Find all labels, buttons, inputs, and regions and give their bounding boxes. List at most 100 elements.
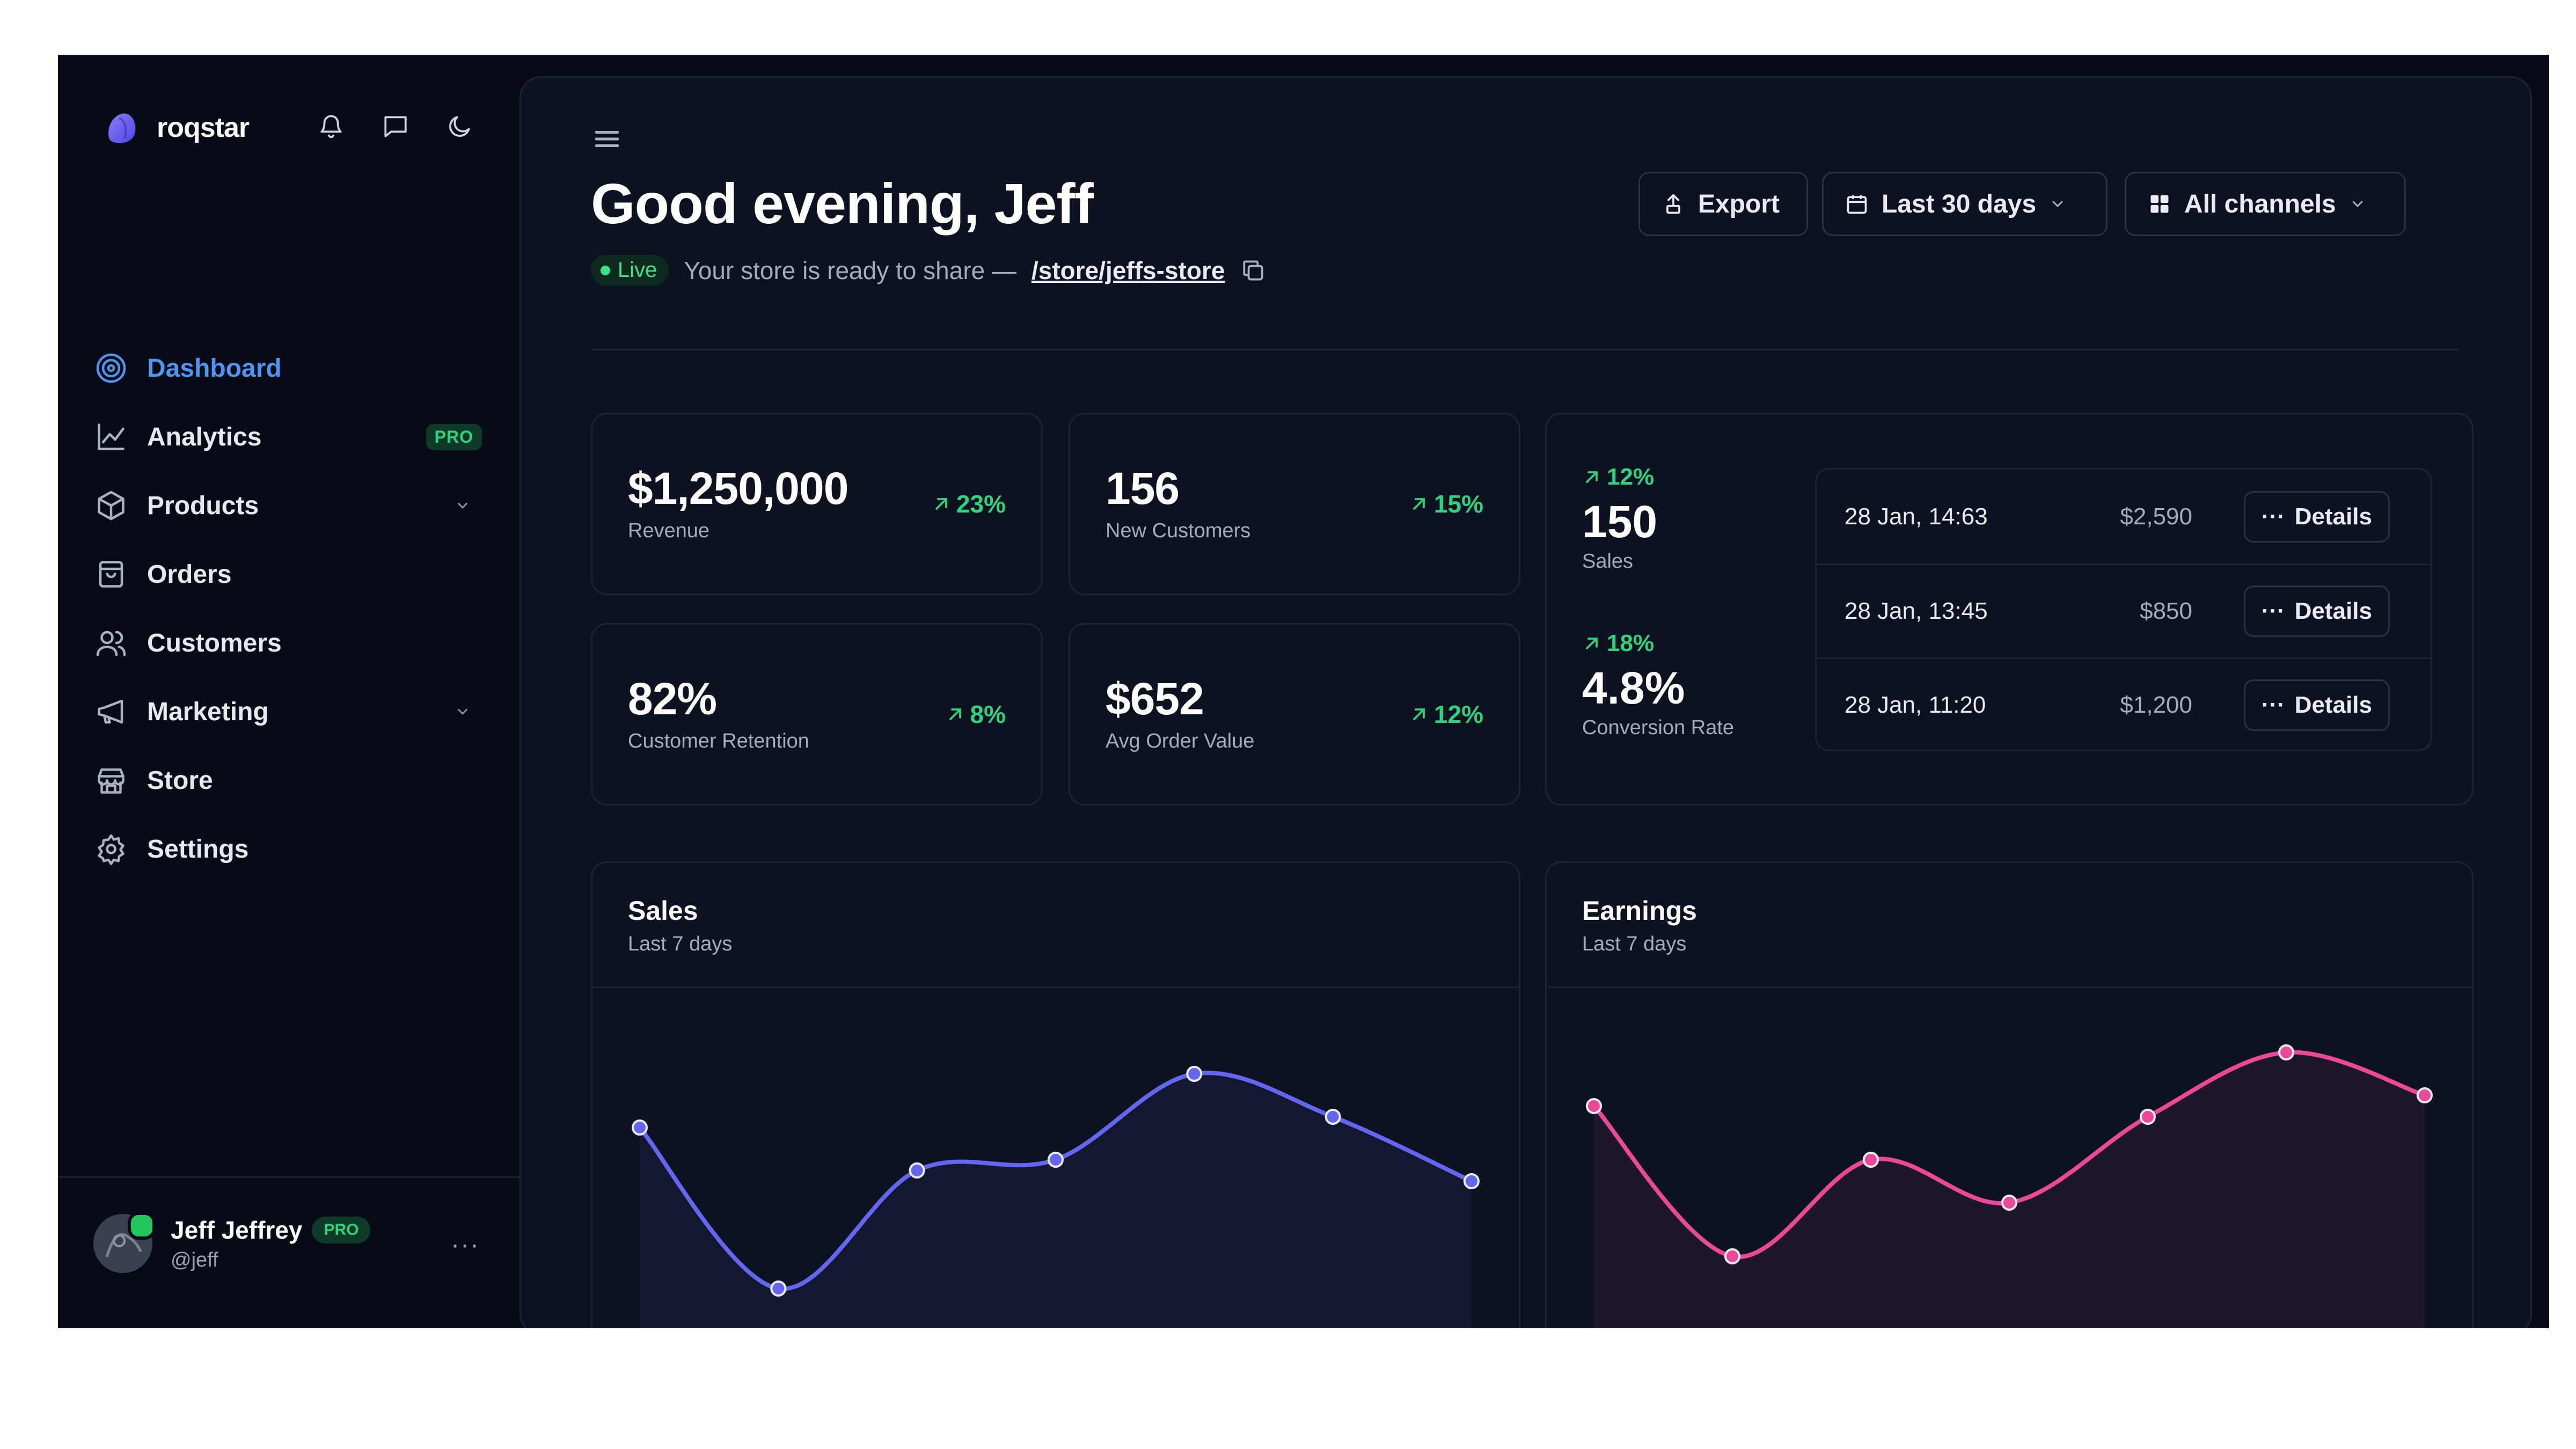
calendar-icon bbox=[1847, 195, 1867, 214]
sidebar-item-label: Dashboard bbox=[147, 354, 282, 383]
live-dot-icon bbox=[601, 265, 610, 275]
live-badge: Live bbox=[591, 255, 669, 286]
kpi-delta: 15% bbox=[1409, 489, 1483, 518]
transaction-date: 28 Jan, 13:45 bbox=[1845, 597, 1988, 624]
channel-label: All channels bbox=[2184, 189, 2336, 218]
kpi-value: 82% bbox=[628, 674, 717, 724]
chart-point[interactable] bbox=[909, 1162, 925, 1179]
chevron-down-icon[interactable] bbox=[452, 495, 473, 516]
chart-area-fill bbox=[1594, 1052, 2425, 1328]
grid-icon bbox=[2150, 195, 2169, 213]
sidebar-nav: Dashboard Analytics PRO Products bbox=[93, 334, 496, 883]
users-icon bbox=[93, 625, 129, 661]
sidebar-item-analytics[interactable]: Analytics PRO bbox=[93, 402, 496, 471]
kpi-delta: 8% bbox=[946, 700, 1006, 729]
sidebar-item-label: Marketing bbox=[147, 697, 269, 726]
logo-icon bbox=[103, 108, 142, 147]
chart-title: Sales bbox=[628, 896, 698, 926]
kpi-card-retention: 82% Customer Retention 8% bbox=[591, 623, 1043, 806]
chart-point[interactable] bbox=[1586, 1098, 1602, 1114]
kpi-value: 156 bbox=[1106, 463, 1180, 514]
more-icon[interactable]: ··· bbox=[451, 1231, 480, 1259]
ellipsis-icon: ··· bbox=[2261, 597, 2285, 624]
chart-title: Earnings bbox=[1582, 896, 1697, 926]
chart-subtitle: Last 7 days bbox=[628, 933, 733, 955]
chart-point[interactable] bbox=[1048, 1152, 1064, 1168]
menu-icon[interactable] bbox=[591, 123, 623, 155]
chart-point[interactable] bbox=[2140, 1109, 2156, 1125]
chart-point[interactable] bbox=[1324, 1109, 1341, 1125]
box-icon bbox=[93, 488, 129, 523]
trend-up-icon bbox=[1413, 708, 1425, 720]
bell-icon[interactable] bbox=[313, 108, 349, 144]
chart-point[interactable] bbox=[2001, 1195, 2017, 1211]
chart-point[interactable] bbox=[2417, 1087, 2433, 1103]
transactions-list: 28 Jan, 14:63 $2,590 ··· Details 28 Jan, … bbox=[1815, 468, 2432, 751]
sales-metric: 12% 150 Sales bbox=[1582, 464, 1657, 573]
sidebar-item-dashboard[interactable]: Dashboard bbox=[93, 334, 496, 402]
metric-value: 4.8% bbox=[1582, 663, 1685, 713]
user-profile[interactable]: Jeff Jeffrey PRO @jeff ··· bbox=[93, 1203, 507, 1284]
sidebar-item-products[interactable]: Products bbox=[93, 471, 496, 540]
transaction-amount: $1,200 bbox=[2120, 691, 2192, 718]
sales-line-chart bbox=[632, 1066, 1480, 1328]
sidebar-item-orders[interactable]: Orders bbox=[93, 540, 496, 609]
moon-icon[interactable] bbox=[442, 108, 478, 144]
kpi-delta: 23% bbox=[932, 489, 1006, 518]
sidebar-item-label: Settings bbox=[147, 835, 249, 863]
sidebar-item-settings[interactable]: Settings bbox=[93, 815, 496, 883]
header-divider bbox=[591, 349, 2458, 350]
sidebar-divider bbox=[58, 1176, 519, 1178]
chart-point[interactable] bbox=[1863, 1152, 1879, 1168]
sidebar-item-label: Customers bbox=[147, 628, 282, 657]
sidebar-item-store[interactable]: Store bbox=[93, 746, 496, 815]
chart-point[interactable] bbox=[1186, 1066, 1203, 1082]
megaphone-icon bbox=[93, 694, 129, 729]
details-button[interactable]: ··· Details bbox=[2243, 491, 2390, 543]
delta-value: 8% bbox=[970, 700, 1006, 728]
kpi-label: Customer Retention bbox=[628, 730, 809, 752]
chart-subtitle: Last 7 days bbox=[1582, 933, 1687, 955]
store-link[interactable]: /store/jeffs-store bbox=[1031, 256, 1225, 284]
chat-icon[interactable] bbox=[378, 108, 413, 144]
chart-line-icon bbox=[93, 419, 129, 455]
row-divider bbox=[1817, 657, 2431, 659]
transaction-amount: $2,590 bbox=[2120, 503, 2192, 530]
target-icon bbox=[93, 350, 129, 386]
sidebar-item-label: Analytics bbox=[147, 422, 262, 451]
delta-value: 15% bbox=[1433, 490, 1483, 518]
date-range-select[interactable]: Last 30 days bbox=[1822, 172, 2107, 236]
sidebar-item-label: Orders bbox=[147, 560, 232, 589]
list-item: 28 Jan, 14:63 $2,590 ··· Details bbox=[1817, 470, 2431, 564]
chevron-down-icon[interactable] bbox=[452, 701, 473, 722]
pro-badge: PRO bbox=[312, 1216, 371, 1243]
list-item: 28 Jan, 13:45 $850 ··· Details bbox=[1817, 564, 2431, 658]
chart-point[interactable] bbox=[770, 1280, 787, 1297]
sidebar-item-label: Store bbox=[147, 766, 213, 795]
brand[interactable]: roqstar bbox=[103, 108, 250, 147]
delta-value: 12% bbox=[1607, 464, 1655, 490]
sidebar-item-customers[interactable]: Customers bbox=[93, 609, 496, 677]
export-button[interactable]: Export bbox=[1638, 172, 1808, 236]
delta-value: 23% bbox=[956, 490, 1006, 518]
sidebar: roqstar Dashboard bbox=[58, 55, 519, 1328]
chart-point[interactable] bbox=[1724, 1248, 1740, 1264]
details-label: Details bbox=[2294, 597, 2372, 624]
online-status-dot bbox=[128, 1212, 156, 1240]
channel-select[interactable]: All channels bbox=[2125, 172, 2406, 236]
chart-point[interactable] bbox=[2278, 1044, 2294, 1060]
kpi-card-revenue: $1,250,000 Revenue 23% bbox=[591, 413, 1043, 595]
details-button[interactable]: ··· Details bbox=[2243, 585, 2390, 637]
export-label: Export bbox=[1698, 189, 1780, 218]
chart-point[interactable] bbox=[632, 1119, 648, 1136]
kpi-card-avg-order: $652 Avg Order Value 12% bbox=[1069, 623, 1520, 806]
sales-chart-card: Sales Last 7 days bbox=[591, 861, 1520, 1328]
kpi-value: $652 bbox=[1106, 674, 1204, 724]
sidebar-item-marketing[interactable]: Marketing bbox=[93, 677, 496, 746]
chart-point[interactable] bbox=[1463, 1173, 1480, 1189]
copy-icon[interactable] bbox=[1240, 257, 1267, 284]
store-icon bbox=[93, 763, 129, 798]
transaction-amount: $850 bbox=[2140, 597, 2192, 624]
details-button[interactable]: ··· Details bbox=[2243, 679, 2390, 731]
trend-up-icon bbox=[1586, 638, 1598, 649]
